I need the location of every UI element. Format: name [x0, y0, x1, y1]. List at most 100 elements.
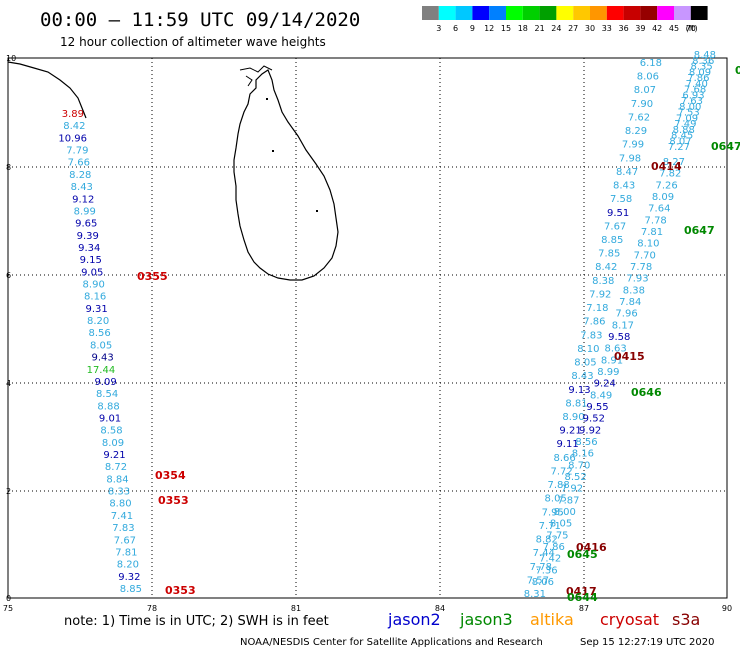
scale-label: 45 [669, 24, 679, 33]
wave-height-label: 7.49 [674, 119, 696, 130]
wave-height-label: 8.48 [694, 50, 716, 61]
wave-height-label: 9.09 [94, 377, 116, 388]
wave-height-label: 8.05 [90, 340, 112, 351]
wave-height-label: 8.66 [553, 453, 575, 464]
wave-height-label: 8.91 [601, 355, 623, 366]
wave-height-label: 7.88 [548, 480, 570, 491]
scale-swatch [438, 6, 456, 20]
scale-label: 21 [535, 24, 545, 33]
wave-height-label: 7.95 [542, 507, 564, 518]
wave-height-label: 7.86 [543, 542, 565, 553]
wave-height-label: 7.62 [628, 112, 650, 123]
wave-height-label: 8.36 [692, 56, 714, 67]
coastal-islets [266, 98, 318, 212]
scale-swatch [623, 6, 641, 20]
wave-height-label: 7.83 [112, 523, 134, 534]
scale-label: 24 [551, 24, 561, 33]
wave-height-label: 7.82 [659, 169, 681, 180]
wave-height-label: 8.85 [601, 235, 623, 246]
wave-height-label: 8.10 [637, 239, 659, 250]
wave-height-label: 7.68 [684, 85, 706, 96]
wave-height-label: 8.07 [634, 85, 656, 96]
x-tick-label: 87 [579, 604, 589, 613]
mission-jason3: jason3 [459, 610, 513, 629]
wave-height-label: 7.96 [615, 309, 637, 320]
scale-swatch [506, 6, 523, 20]
y-tick-label: 2 [6, 487, 11, 496]
page-subtitle: 12 hour collection of altimeter wave hei… [60, 35, 326, 49]
y-tick-label: 0 [6, 594, 11, 603]
wave-height-label: 7.90 [631, 99, 653, 110]
wave-height-label: 7.40 [686, 79, 708, 90]
wave-height-label: 8.56 [575, 437, 597, 448]
wave-height-label: 7.36 [535, 565, 557, 576]
wave-height-label: 8.00 [679, 102, 701, 113]
wave-height-label: 8.70 [568, 460, 590, 471]
footer-credit: NOAA/NESDIS Center for Satellite Applica… [240, 637, 543, 648]
wave-height-label: 7.67 [604, 221, 626, 232]
scale-label: 42 [652, 24, 662, 33]
pass-time-label: 0414 [651, 160, 682, 173]
wave-height-label: 9.51 [607, 208, 629, 219]
wave-height-label: 7.75 [546, 530, 568, 541]
pass-time-label: 0645 [567, 548, 598, 561]
wave-height-label: 10.96 [58, 133, 87, 144]
scale-label: 12 [484, 24, 494, 33]
scale-swatch [657, 6, 674, 20]
scale-swatch [422, 6, 439, 20]
y-tick-label: 10 [6, 54, 16, 63]
wave-height-label: 7.92 [589, 289, 611, 300]
wave-height-label: 7.70 [634, 250, 656, 261]
wave-height-label: 8.56 [89, 328, 111, 339]
wave-height-label: 7.09 [676, 113, 698, 124]
wave-height-label: 7.81 [115, 547, 137, 558]
wave-height-label: 8.27 [663, 157, 685, 168]
footer-timestamp: Sep 15 12:27:19 UTC 2020 [580, 637, 714, 648]
scale-swatch [539, 6, 557, 20]
wave-height-label: 8.47 [616, 167, 638, 178]
wave-height-label: 8.72 [105, 462, 127, 473]
scale-swatch [573, 6, 590, 20]
wave-height-label: 8.00 [554, 507, 576, 518]
wave-height-label: 8.28 [69, 170, 91, 181]
x-tick-label: 81 [291, 604, 301, 613]
jaffna-peninsula [239, 65, 273, 87]
legend-note: note: 1) Time is in UTC; 2) SWH is in fe… [64, 614, 329, 629]
scale-swatch [556, 6, 574, 20]
wave-height-label: 8.45 [671, 131, 693, 142]
x-axis-ticks: 75 78 81 84 87 90 [3, 604, 732, 613]
wave-height-label: 8.09 [102, 438, 124, 449]
scale-label: 15 [501, 24, 511, 33]
pass-time-label: 0353 [165, 584, 196, 597]
wave-height-label: 7.81 [641, 227, 663, 238]
pass-time-label: 0416 [576, 541, 607, 554]
wave-height-label: 8.06 [637, 72, 659, 83]
wave-height-label: 8.88 [97, 401, 119, 412]
wave-height-label: 9.13 [568, 385, 590, 396]
wave-height-label: 8.35 [690, 62, 712, 73]
wave-height-label: 8.07 [669, 136, 691, 147]
mission-s3a: s3a [672, 610, 700, 629]
wave-height-label: 8.90 [562, 412, 584, 423]
wave-height-label: 8.43 [571, 371, 593, 382]
scale-label: 6 [453, 24, 458, 33]
wave-height-label: 8.06 [532, 577, 554, 588]
wave-height-label: 7.78 [645, 215, 667, 226]
wave-height-label: 9.65 [75, 219, 97, 230]
mission-jason2: jason2 [387, 610, 441, 629]
wave-height-label: 9.92 [579, 425, 601, 436]
wave-height-label: 9.21 [559, 426, 581, 437]
x-tick-label: 84 [435, 604, 445, 613]
scale-label: 18 [518, 24, 528, 33]
wave-height-label: 7.64 [648, 204, 670, 215]
pass-time-label: 0 [735, 64, 740, 77]
pass-time-label: 0355 [137, 270, 168, 283]
pass-time-label: 0353 [158, 494, 189, 507]
y-tick-label: 4 [6, 379, 11, 388]
scale-label: 30 [585, 24, 595, 33]
wave-height-label: 7.72 [551, 466, 573, 477]
wave-height-label: 8.43 [71, 182, 93, 193]
pass-time-label: 0644 [567, 591, 598, 604]
pass-time-label: 0417 [566, 585, 597, 598]
wave-height-label: 9.01 [99, 413, 121, 424]
